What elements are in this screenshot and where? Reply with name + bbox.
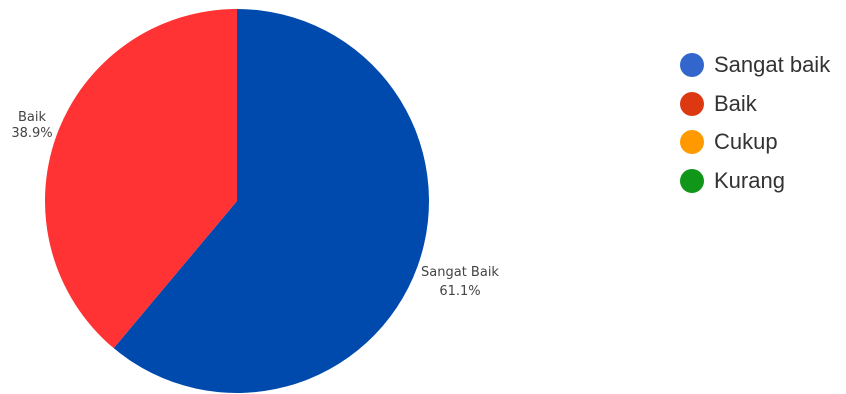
legend-swatch-cukup (680, 130, 704, 155)
legend-label-kurang: Kurang (714, 167, 785, 193)
slice-label-sangat-baik-value: 61.1% (439, 284, 480, 299)
slice-label-baik-value: 38.9% (11, 126, 52, 141)
legend-item-cukup: Cukup (680, 123, 830, 162)
legend-item-baik: Baik (680, 85, 830, 124)
chart-legend: Sangat baik Baik Cukup Kurang (680, 46, 830, 200)
legend-label-cukup: Cukup (714, 129, 778, 155)
legend-label-baik: Baik (714, 90, 757, 116)
legend-swatch-sangat-baik (680, 53, 704, 78)
pie-slice-labels: Baik 38.9% Sangat Baik 61.1% (11, 110, 499, 299)
slice-label-baik-name: Baik (18, 110, 46, 125)
pie-slices (44, 9, 429, 393)
legend-swatch-baik (680, 91, 704, 116)
legend-swatch-kurang (680, 168, 704, 193)
legend-label-sangat-baik: Sangat baik (714, 52, 831, 78)
legend-item-kurang: Kurang (680, 162, 830, 201)
pie-slice-baik (44, 9, 237, 349)
pie-slice-sangat-baik (113, 9, 429, 393)
legend-item-sangat-baik: Sangat baik (680, 46, 830, 85)
slice-label-sangat-baik-name: Sangat Baik (421, 265, 499, 280)
